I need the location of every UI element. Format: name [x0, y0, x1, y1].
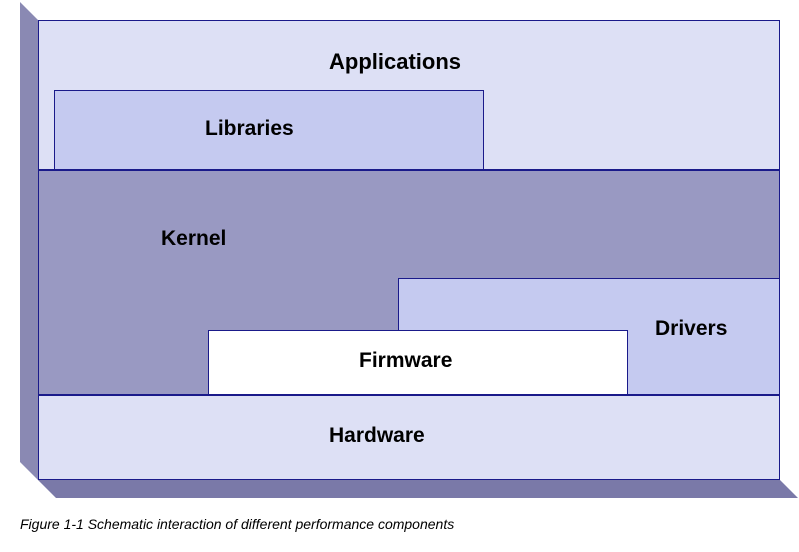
layer-libraries-label: Libraries — [205, 117, 294, 141]
box-3d: Applications Kernel Libraries Drivers Fi… — [20, 20, 780, 510]
figure-caption: Figure 1-1 Schematic interaction of diff… — [20, 516, 779, 532]
layer-drivers-label: Drivers — [655, 317, 727, 341]
layer-applications-label: Applications — [329, 49, 461, 75]
front-face: Applications Kernel Libraries Drivers Fi… — [38, 20, 780, 480]
side-left-face — [20, 2, 38, 480]
layer-hardware-label: Hardware — [329, 424, 425, 448]
layer-firmware: Firmware — [208, 330, 628, 395]
layer-kernel-label: Kernel — [161, 227, 226, 251]
layer-firmware-label: Firmware — [359, 349, 452, 373]
side-bottom-face — [38, 480, 798, 498]
diagram-container: Applications Kernel Libraries Drivers Fi… — [20, 20, 780, 510]
layer-hardware: Hardware — [38, 395, 780, 480]
layer-libraries: Libraries — [54, 90, 484, 170]
